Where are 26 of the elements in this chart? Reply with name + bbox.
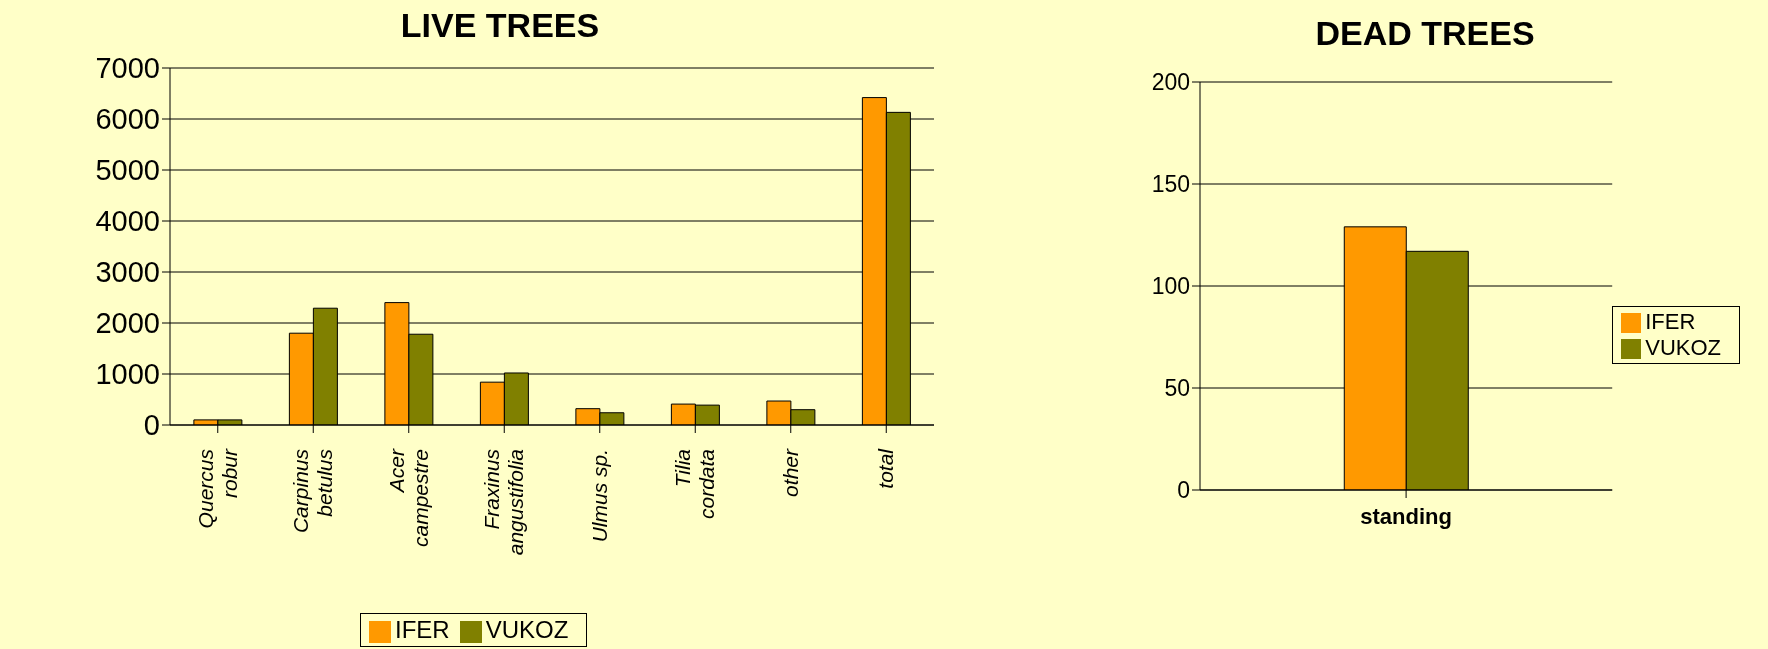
x-tick-label: Quercus robur <box>193 448 241 529</box>
y-tick-label: 2000 <box>95 307 160 340</box>
y-tick-label: 50 <box>1164 375 1190 402</box>
y-tick-label: 4000 <box>95 205 160 238</box>
y-tick-label: 3000 <box>95 256 160 289</box>
y-tick-label: 100 <box>1151 273 1190 300</box>
y-tick-label: 1000 <box>95 358 160 391</box>
chart-title: DEAD TREES <box>1314 13 1536 54</box>
x-tick-label: standing <box>1360 504 1452 529</box>
legend-label: VUKOZ <box>485 616 569 643</box>
y-tick-label: 200 <box>1151 69 1190 96</box>
y-tick-label: 0 <box>1177 477 1190 504</box>
x-tick-label: Tilia cordata <box>671 449 719 520</box>
y-tick-label: 0 <box>143 409 160 442</box>
x-tick-label: Carpinus betulus <box>289 448 337 534</box>
legend-label: IFER <box>1645 309 1696 334</box>
y-tick-label: 150 <box>1151 171 1190 198</box>
chart-title: LIVE TREES <box>399 5 601 46</box>
x-tick-label: total <box>874 447 898 489</box>
x-tick-label: other <box>778 448 802 497</box>
x-tick-label: Ulmus sp. <box>587 449 611 543</box>
y-tick-label: 7000 <box>95 52 160 85</box>
legend-label: IFER <box>395 616 450 643</box>
legend-label: VUKOZ <box>1645 335 1721 360</box>
y-tick-label: 6000 <box>95 103 160 136</box>
y-tick-label: 5000 <box>95 154 160 187</box>
